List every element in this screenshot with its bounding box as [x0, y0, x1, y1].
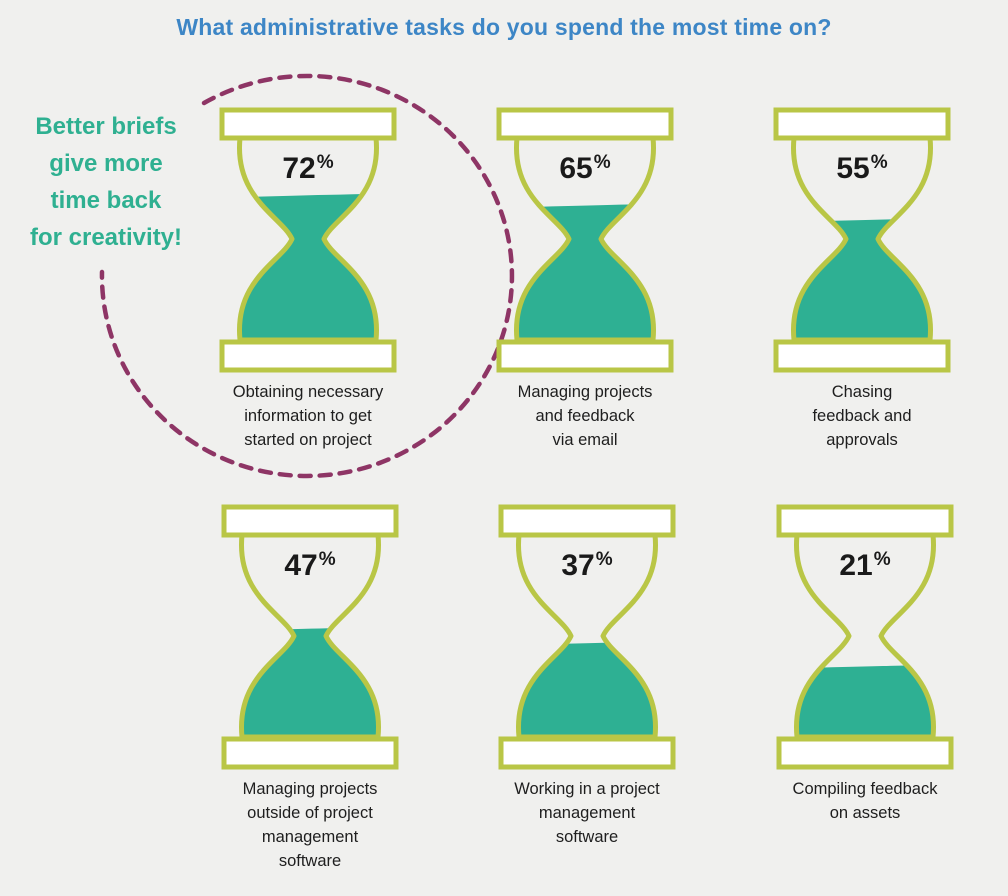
callout-line: time back — [50, 187, 162, 214]
task-label-line: started on project — [244, 431, 372, 449]
percent-label: 65% — [495, 152, 675, 186]
percent-value: 72 — [282, 152, 316, 185]
task-label: Compiling feedback on assets — [745, 777, 985, 825]
hourglass-top-cap — [776, 504, 954, 538]
hourglass-graphic — [221, 504, 399, 770]
hourglass-graphic — [498, 504, 676, 770]
task-label: Managing projects and feedback via email — [465, 380, 705, 452]
task-label-line: Obtaining necessary — [232, 383, 384, 401]
percent-sign: % — [316, 152, 334, 173]
hourglass-top-cap — [496, 107, 674, 141]
hourglass-graphic — [776, 504, 954, 770]
page-title: What administrative tasks do you spend t… — [176, 14, 832, 40]
percent-value: 65 — [559, 152, 593, 185]
percent-label: 47% — [220, 549, 400, 583]
hourglass-graphic — [773, 107, 951, 373]
hourglass-top-cap — [219, 107, 397, 141]
hourglass-3: 55% — [772, 107, 952, 378]
percent-label: 72% — [218, 152, 398, 186]
highlight-dashed-arc — [99, 73, 515, 479]
task-label-line: Chasing — [831, 383, 893, 401]
task-label-line: and feedback — [535, 407, 635, 425]
hourglass-4: 47% — [220, 504, 400, 775]
percent-sign: % — [593, 152, 611, 173]
hourglass-graphic — [496, 107, 674, 373]
hourglass-1: 72% — [218, 107, 398, 378]
percent-label: 55% — [772, 152, 952, 186]
callout-line: give more — [49, 150, 163, 177]
task-label: Managing projects outside of project manag… — [190, 777, 430, 873]
percent-value: 37 — [561, 549, 595, 582]
percent-sign: % — [318, 549, 336, 570]
percent-label: 21% — [775, 549, 955, 583]
task-label: Obtaining necessary information to get sta… — [188, 380, 428, 452]
task-label-line: information to get — [244, 407, 372, 425]
hourglass-top-cap — [221, 504, 399, 538]
percent-value: 55 — [836, 152, 870, 185]
task-label-line: management — [261, 828, 359, 846]
task-label-line: Managing projects — [517, 383, 653, 401]
task-label-line: management — [538, 804, 636, 822]
task-label-line: feedback and — [812, 407, 912, 425]
sand-fill — [796, 664, 934, 737]
task-label-line: on assets — [829, 804, 901, 822]
hourglass-bottom-cap — [219, 339, 397, 373]
task-label-line: software — [278, 852, 342, 870]
task-label-line: Compiling feedback — [792, 780, 938, 798]
hourglass-6: 21% — [775, 504, 955, 775]
percent-sign: % — [870, 152, 888, 173]
task-label: Working in a project management software — [467, 777, 707, 849]
task-label-line: outside of project — [247, 804, 373, 822]
task-label-line: Working in a project — [514, 780, 660, 798]
callout-line: Better briefs — [35, 113, 177, 140]
sand-fill — [518, 640, 656, 737]
percent-sign: % — [873, 549, 891, 570]
task-label: Chasing feedback and approvals — [742, 380, 982, 452]
hourglass-2: 65% — [495, 107, 675, 378]
task-label-line: approvals — [826, 431, 898, 449]
task-label-line: software — [555, 828, 619, 846]
percent-value: 21 — [839, 549, 873, 582]
hourglass-bottom-cap — [776, 736, 954, 770]
hourglass-top-cap — [498, 504, 676, 538]
hourglass-bottom-cap — [498, 736, 676, 770]
hourglass-top-cap — [773, 107, 951, 141]
hourglass-bottom-cap — [221, 736, 399, 770]
hourglass-bottom-cap — [496, 339, 674, 373]
hourglass-5: 37% — [497, 504, 677, 775]
task-label-line: via email — [552, 431, 618, 449]
callout-text: Better briefs give more time back for cr… — [18, 108, 194, 256]
hourglass-bottom-cap — [773, 339, 951, 373]
percent-label: 37% — [497, 549, 677, 583]
callout-line: for creativity! — [29, 224, 183, 251]
hourglass-graphic — [219, 107, 397, 373]
percent-value: 47 — [284, 549, 318, 582]
task-label-line: Managing projects — [242, 780, 378, 798]
percent-sign: % — [595, 549, 613, 570]
